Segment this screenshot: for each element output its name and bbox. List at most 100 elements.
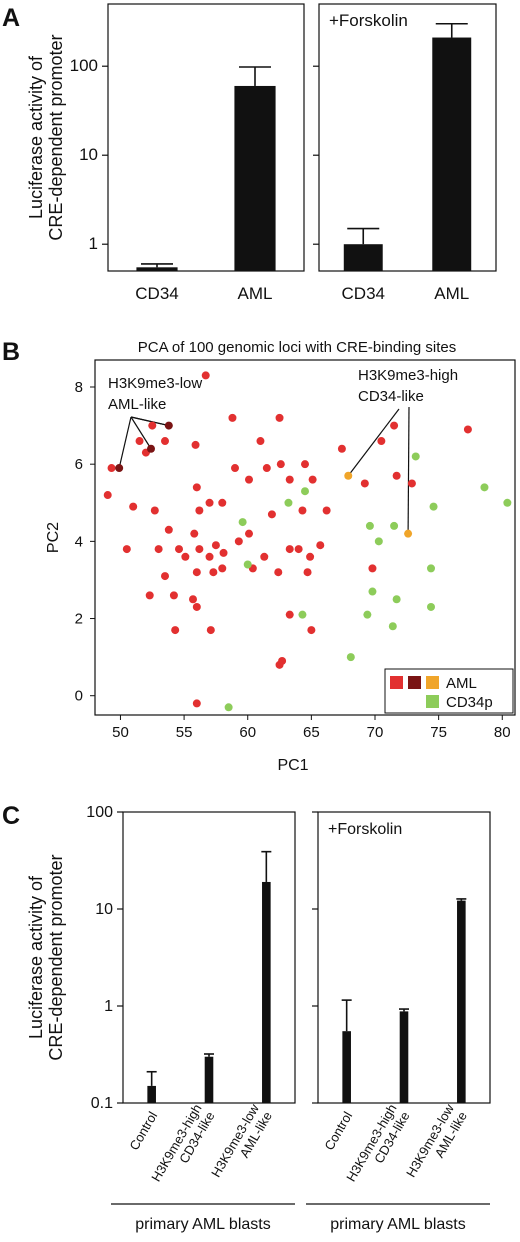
pca-point-aml bbox=[276, 460, 285, 469]
chart-c-right-category-label: H3K9me3-lowAML-like bbox=[403, 1101, 470, 1187]
pca-point-cd34p bbox=[346, 653, 355, 662]
pca-point-aml bbox=[404, 529, 413, 538]
chart-c-left-y-tick-label: 10 bbox=[95, 901, 113, 918]
pca-point-aml bbox=[245, 529, 253, 538]
pca-point-aml bbox=[145, 591, 154, 600]
pca-point-aml bbox=[103, 491, 112, 500]
pca-point-aml bbox=[231, 464, 239, 473]
pca-point-aml bbox=[218, 498, 227, 507]
pca-point-cd34p bbox=[503, 498, 512, 507]
legend-box bbox=[384, 668, 514, 714]
chart-a-left-bar bbox=[234, 85, 276, 271]
chart-a-right-bar bbox=[432, 37, 472, 272]
pca-point-aml bbox=[275, 413, 284, 422]
pca-point-cd34p bbox=[392, 595, 401, 604]
pca-point-aml bbox=[147, 444, 155, 453]
pca-point-cd34p bbox=[390, 521, 399, 530]
chart-a-left-bar bbox=[136, 267, 178, 271]
pca-point-cd34p bbox=[429, 502, 438, 511]
pca-point-aml bbox=[301, 460, 309, 469]
chart-a-left-y-tick-label: 100 bbox=[70, 56, 98, 75]
pca-point-cd34p bbox=[427, 564, 435, 573]
pca-x-tick-label: 65 bbox=[303, 724, 320, 741]
pca-point-aml bbox=[154, 545, 163, 554]
pca-point-aml bbox=[344, 471, 353, 480]
pca-x-tick-label: 55 bbox=[176, 724, 193, 741]
chart-c-left-category-label: Control bbox=[126, 1109, 160, 1153]
panel-label-c: C bbox=[2, 802, 20, 830]
pca-point-aml bbox=[195, 506, 204, 515]
panel-label-a: A bbox=[2, 4, 20, 32]
pca-point-cd34p bbox=[365, 521, 374, 530]
chart-c-right: +Forskolin ControlH3K9me3-highCD34-likeH3… bbox=[306, 811, 491, 1233]
pca-point-aml bbox=[322, 506, 331, 515]
chart-a-left-y-axis-label: Luciferase activity ofCRE-dependent prom… bbox=[26, 34, 66, 240]
pca-point-cd34p bbox=[368, 587, 377, 596]
pca-point-aml bbox=[169, 591, 178, 600]
chart-c-left-y-axis-label: Luciferase activity ofCRE-dependent prom… bbox=[26, 854, 66, 1060]
pca-point-aml bbox=[206, 626, 215, 635]
panel-label-b: B bbox=[2, 338, 20, 366]
pca-point-aml bbox=[245, 475, 253, 484]
chart-a-right: +Forskolin CD34 AML bbox=[313, 3, 497, 303]
pca-point-aml bbox=[308, 475, 317, 484]
pca-x-tick-label: 60 bbox=[239, 724, 256, 741]
pca-point-aml bbox=[181, 552, 190, 561]
chart-a-right-category-label: CD34 bbox=[342, 284, 385, 303]
pca-point-aml bbox=[148, 421, 157, 430]
pca-point-aml bbox=[303, 568, 312, 577]
chart-a-right-category-label: AML bbox=[434, 284, 469, 303]
pca-point-aml bbox=[150, 506, 159, 515]
pca-plot-frame bbox=[94, 359, 516, 716]
pca-y-tick-label: 2 bbox=[75, 611, 83, 628]
pca-point-aml bbox=[175, 545, 183, 554]
chart-c-right-category-label: Control bbox=[321, 1109, 355, 1153]
legend-swatch-aml bbox=[426, 676, 439, 689]
pca-y-tick-label: 6 bbox=[75, 456, 83, 473]
chart-c-right-category-label: H3K9me3-highCD34-like bbox=[343, 1102, 412, 1192]
pca-point-aml bbox=[192, 483, 201, 492]
pca-point-aml bbox=[161, 437, 169, 446]
pca-point-cd34p bbox=[224, 703, 233, 712]
pca-point-aml bbox=[209, 568, 218, 577]
pca-point-aml bbox=[205, 498, 214, 507]
chart-a-right-bar bbox=[343, 244, 383, 271]
pca-x-tick-label: 80 bbox=[494, 724, 511, 741]
pca-point-cd34p bbox=[374, 537, 383, 546]
pca-x-tick-label: 75 bbox=[430, 724, 447, 741]
pca-point-aml bbox=[392, 471, 401, 480]
annotation-leader-line bbox=[130, 416, 169, 427]
pca-point-aml bbox=[189, 595, 197, 604]
pca-point-aml bbox=[201, 371, 210, 380]
annotation-high-line1: H3K9me3-high bbox=[358, 367, 458, 384]
pca-point-aml bbox=[190, 529, 199, 538]
pca-point-aml bbox=[234, 537, 243, 546]
pca-point-aml bbox=[307, 626, 316, 635]
annotation-leader-line bbox=[118, 416, 132, 469]
pca-point-aml bbox=[195, 545, 204, 554]
chart-c-left-y-tick-label: 0.1 bbox=[91, 1095, 113, 1112]
pca-point-aml bbox=[205, 552, 214, 561]
chart-a-left-category-label: AML bbox=[238, 284, 273, 303]
pca-point-aml bbox=[285, 545, 294, 554]
pca-point-aml bbox=[278, 656, 287, 665]
pca-x-tick-label: 70 bbox=[367, 724, 384, 741]
chart-c-left-y-tick-label: 1 bbox=[104, 998, 113, 1015]
pca-point-cd34p bbox=[238, 518, 247, 527]
pca-point-aml bbox=[463, 425, 472, 434]
pca-point-cd34p bbox=[284, 498, 293, 507]
annotation-leader-line bbox=[407, 406, 410, 534]
legend-swatch-cd34p bbox=[426, 695, 439, 708]
chart-a-right-plot-frame bbox=[318, 3, 497, 272]
pca-point-aml bbox=[218, 564, 227, 573]
pca-point-aml bbox=[211, 541, 220, 550]
pca-y-tick-label: 8 bbox=[75, 379, 83, 396]
pca-point-cd34p bbox=[411, 452, 420, 461]
pca-point-aml bbox=[306, 552, 315, 561]
pca-point-aml bbox=[407, 479, 416, 488]
chart-c-right-bar bbox=[457, 900, 466, 1103]
pca-point-aml bbox=[337, 444, 346, 453]
pca-point-aml bbox=[274, 568, 283, 577]
pca-point-aml bbox=[285, 610, 294, 619]
pca-point-aml bbox=[267, 510, 276, 519]
